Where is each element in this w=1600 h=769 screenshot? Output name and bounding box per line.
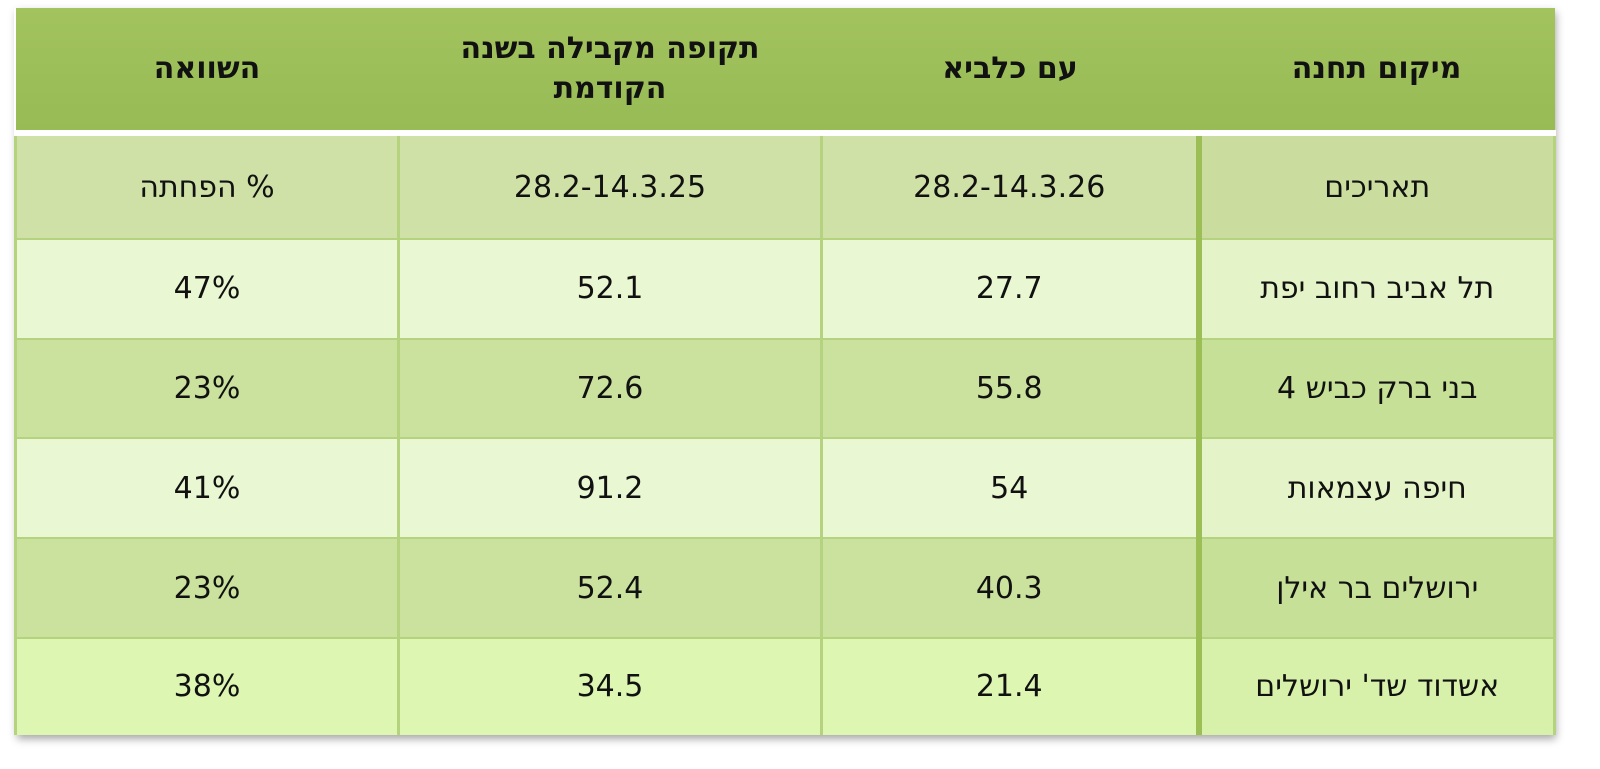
row-label: אשדוד שד' ירושלים (1195, 636, 1556, 735)
table-frame: מיקום תחנה עם כלביא תקופה מקבילה בשנה הקוד… (14, 8, 1556, 735)
row-label: חיפה עצמאות (1195, 437, 1556, 539)
header-cell: השוואה (15, 8, 399, 136)
header-cell: מיקום תחנה (1198, 8, 1555, 136)
table-cell: 28.2-14.3.26 (820, 132, 1200, 239)
table-cell: 21.4 (820, 636, 1200, 735)
table-cell: 55.8 (820, 337, 1200, 439)
header-row: מיקום תחנה עם כלביא תקופה מקבילה בשנה הקוד… (15, 8, 1555, 136)
table-cell: 54 (820, 437, 1200, 539)
table-cell: 91.2 (397, 437, 823, 539)
table-cell: 34.5 (397, 636, 823, 735)
table-cell: 40.3 (820, 537, 1200, 638)
table-cell: 52.1 (397, 238, 823, 339)
table-row: תאריכים 28.2-14.3.26 28.2-14.3.25% הפחתה (14, 132, 1556, 239)
table-cell: 72.6 (397, 337, 823, 439)
table-row: בני ברק כביש 4 55.8 72.6 23% (14, 337, 1556, 439)
row-label: תאריכים (1195, 132, 1556, 239)
table-row: אשדוד שד' ירושלים 21.4 34.5 38% (14, 636, 1556, 735)
table: מיקום תחנה עם כלביא תקופה מקבילה בשנה הקוד… (14, 8, 1556, 735)
table-cell: 38% (14, 636, 400, 735)
row-label: בני ברק כביש 4 (1195, 337, 1556, 439)
table-cell: % הפחתה (14, 132, 400, 239)
table-cell: 23% (14, 337, 400, 439)
table-cell: 41% (14, 437, 400, 539)
table-row: ירושלים בר אילן 40.3 52.4 23% (14, 537, 1556, 638)
table-cell: 23% (14, 537, 400, 638)
table-cell: 27.7 (820, 238, 1200, 339)
header-cell: תקופה מקבילה בשנה הקודמת (398, 8, 822, 136)
table-cell: 47% (14, 238, 400, 339)
table-cell: 52.4 (397, 537, 823, 638)
header-cell: עם כלביא (821, 8, 1199, 136)
row-label: ירושלים בר אילן (1195, 537, 1556, 638)
table-row: חיפה עצמאות 54 91.2 41% (14, 437, 1556, 539)
table-cell: 28.2-14.3.25 (397, 132, 823, 239)
row-label: תל אביב רחוב יפת (1195, 238, 1556, 339)
table-row: תל אביב רחוב יפת 27.7 52.1 47% (14, 238, 1556, 339)
